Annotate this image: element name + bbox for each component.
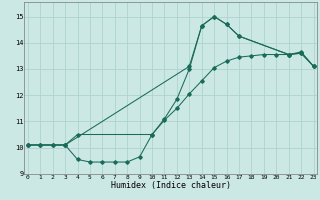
X-axis label: Humidex (Indice chaleur): Humidex (Indice chaleur) — [111, 181, 231, 190]
